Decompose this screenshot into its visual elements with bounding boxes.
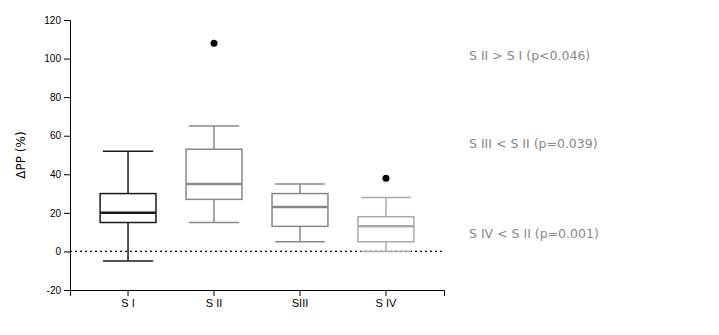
upper-whisker xyxy=(385,197,387,216)
box xyxy=(358,175,414,252)
box-body xyxy=(100,194,156,223)
y-tick: 60 xyxy=(50,130,70,141)
upper-whisker xyxy=(213,126,215,149)
y-tick-label: -20 xyxy=(47,285,62,296)
lower-cap xyxy=(361,251,411,253)
y-tick-mark xyxy=(64,290,70,291)
y-tick-mark xyxy=(64,174,70,175)
lower-whisker xyxy=(299,226,301,241)
x-tick: S IV xyxy=(376,290,397,309)
y-tick-label: 20 xyxy=(50,208,62,219)
median xyxy=(100,212,156,215)
upper-cap xyxy=(361,197,411,199)
y-axis-title: ΔPP (%) xyxy=(14,131,28,178)
y-tick-mark xyxy=(64,59,70,60)
y-tick-mark xyxy=(64,213,70,214)
lower-whisker xyxy=(213,199,215,222)
lower-cap xyxy=(275,241,325,243)
annotation: S III < S II (p=0.039) xyxy=(469,136,598,151)
x-tick-mark xyxy=(299,290,300,296)
x-tick-label: S II xyxy=(206,297,223,309)
marks xyxy=(70,40,444,261)
y-tick: 40 xyxy=(50,169,70,180)
annotation: S II > S I (p<0.046) xyxy=(469,48,590,63)
reference-line xyxy=(70,251,444,252)
lower-cap xyxy=(189,222,239,224)
upper-whisker xyxy=(299,184,301,194)
y-tick: -20 xyxy=(47,285,70,296)
plot-area: -20 0 20 40 60 80 100 120 S I S II SIII S IV ΔPP (%) xyxy=(14,15,445,309)
x-tick-mark xyxy=(385,290,386,296)
y-axis: -20 0 20 40 60 80 100 120 xyxy=(44,15,70,296)
y-tick-mark xyxy=(64,97,70,98)
x-tick: S II xyxy=(206,290,223,309)
x-tick: SIII xyxy=(292,290,309,309)
y-tick-mark xyxy=(64,136,70,137)
median xyxy=(358,225,414,228)
upper-whisker xyxy=(127,151,129,193)
x-tick-mark xyxy=(128,290,129,296)
annotation: S IV < S II (p=0.001) xyxy=(469,226,599,241)
lower-whisker xyxy=(385,242,387,252)
lower-whisker xyxy=(127,223,129,262)
y-axis-line xyxy=(64,21,71,291)
y-tick-mark xyxy=(64,20,70,21)
upper-cap xyxy=(103,150,153,152)
y-tick-label: 120 xyxy=(44,15,61,26)
x-tick: S I xyxy=(121,290,134,309)
y-tick: 0 xyxy=(55,246,70,257)
median xyxy=(186,183,242,186)
y-tick-label: 40 xyxy=(50,169,62,180)
y-tick: 100 xyxy=(44,53,70,64)
box xyxy=(186,40,242,223)
upper-cap xyxy=(275,183,325,185)
y-tick: 120 xyxy=(44,15,70,26)
median xyxy=(272,206,328,209)
y-tick-mark xyxy=(64,251,70,252)
y-tick-label: 100 xyxy=(44,53,61,64)
chart: -20 0 20 40 60 80 100 120 S I S II SIII S IV ΔPP (%)… xyxy=(0,0,719,335)
x-tick-label: S IV xyxy=(376,297,397,309)
box xyxy=(272,184,328,242)
flier xyxy=(382,175,389,182)
flier xyxy=(211,40,218,47)
x-axis-line xyxy=(71,291,445,297)
lower-cap xyxy=(103,260,153,262)
box xyxy=(100,151,156,261)
y-tick-label: 60 xyxy=(50,130,62,141)
y-tick: 20 xyxy=(50,208,70,219)
x-tick-label: S I xyxy=(121,297,134,309)
x-axis: S I S II SIII S IV xyxy=(71,290,445,309)
box-body xyxy=(186,149,242,199)
y-tick: 80 xyxy=(50,92,70,103)
x-tick-mark xyxy=(214,290,215,296)
y-tick-label: 80 xyxy=(50,92,62,103)
box-body xyxy=(272,194,328,227)
x-tick-label: SIII xyxy=(292,297,309,309)
y-tick-label: 0 xyxy=(55,246,61,257)
upper-cap xyxy=(189,125,239,127)
box-body xyxy=(358,217,414,242)
